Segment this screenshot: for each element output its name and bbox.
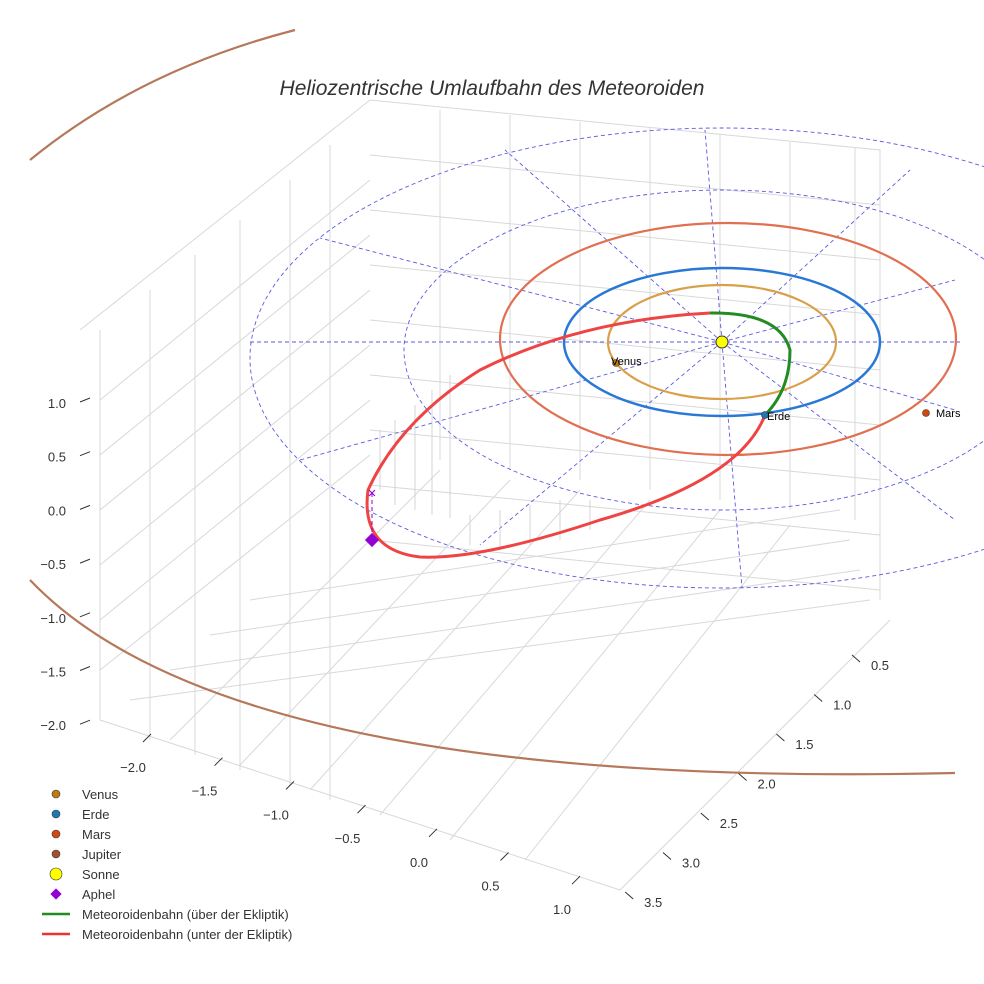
z-tick-mark [79,451,91,457]
z-tick-mark [79,666,91,671]
x-tick-mark [428,828,438,838]
legend-label: Meteoroidenbahn (unter der Ekliptik) [82,927,292,942]
jupiter-orbit-top [29,28,296,161]
z-tick-label: −2.0 [40,718,66,733]
venus-label: Venus [611,356,642,368]
x-tick-label: −1.0 [263,807,289,822]
y-tick-label: 3.5 [644,895,662,910]
legend-item: Venus [51,787,119,802]
y-tick-mark [813,694,823,702]
mars-marker [922,409,930,417]
jupiter-orbit-bottom [29,579,956,776]
drop-lines [379,375,591,550]
y-tick-mark [776,733,785,742]
meteoroid-orbit-above [709,311,792,417]
x-tick-label: 0.5 [481,879,499,894]
legend-marker-icon [51,809,61,819]
y-tick-mark [624,891,634,900]
meteoroid-orbit-below [365,311,767,559]
y-tick-mark [662,852,672,860]
legend-label: Meteoroidenbahn (über der Ekliptik) [82,907,289,922]
x-tick-label: −2.0 [120,760,146,775]
y-tick-mark [738,773,747,781]
x-tick-label: −1.5 [192,784,218,799]
legend-label: Aphel [82,887,115,902]
y-tick-label: 1.5 [795,737,813,752]
legend-marker-icon [51,829,61,839]
z-tick-mark [79,558,91,564]
z-tick-mark [79,612,91,618]
y-tick-label: 1.0 [833,698,851,713]
x-tick-label: 0.0 [410,855,428,870]
z-axis-ticks: 1.0 0.5 0.0 −0.5 −1.0 −1.5 −2.0 [40,396,91,733]
x-tick-mark [571,875,581,885]
z-tick-label: 1.0 [48,396,66,411]
x-tick-mark [142,733,152,743]
legend-marker-icon [51,789,61,799]
x-tick-label: −0.5 [335,831,361,846]
z-tick-mark [79,397,91,403]
y-tick-label: 0.5 [871,658,889,673]
earth-orbit [562,266,882,418]
x-tick-mark [500,852,509,861]
legend-label: Sonne [82,867,120,882]
venus-marker [612,359,620,367]
legend-label: Erde [82,807,109,822]
grid-walls [79,99,891,891]
x-tick-mark [285,781,295,790]
z-tick-label: 0.0 [48,503,66,518]
legend-label: Venus [82,787,119,802]
ecliptic-ring-outer [249,127,984,589]
legend-item: Mars [51,827,111,842]
x-tick-mark [214,757,223,767]
legend-diamond-icon [50,888,62,900]
chart-title: Heliozentrische Umlaufbahn des Meteoroid… [280,77,705,100]
y-tick-label: 2.0 [758,777,776,792]
z-tick-label: −1.0 [40,611,66,626]
z-tick-label: 0.5 [48,450,66,465]
ecliptic-grid [249,127,984,589]
mars-label: Mars [936,408,961,420]
z-tick-label: −0.5 [40,557,66,572]
x-tick-mark [357,804,366,814]
venus-orbit [606,283,838,401]
legend-item: Meteoroidenbahn (unter der Ekliptik) [42,927,292,942]
legend-item: Jupiter [51,847,122,862]
z-tick-mark [79,719,91,725]
legend-marker-icon [51,849,61,859]
mars-orbit [498,221,958,457]
aphel-marker [364,532,380,548]
earth-marker [761,411,769,419]
legend-item: Meteoroidenbahn (über der Ekliptik) [42,907,289,922]
legend-item: Sonne [49,867,120,882]
aphel-projection-marker: × [368,485,377,502]
z-tick-label: −1.5 [40,665,66,680]
legend-label: Jupiter [82,847,122,862]
legend-label: Mars [82,827,111,842]
legend: Venus Erde Mars Jupiter Sonne Aphel Meteoroide… [42,787,292,942]
sun-marker [715,335,729,349]
y-tick-mark [700,812,710,821]
y-axis-ticks: 0.5 1.0 1.5 2.0 2.5 3.0 3.5 [624,654,889,910]
legend-marker-icon [49,867,63,881]
legend-item: Aphel [50,887,115,902]
y-tick-label: 3.0 [682,856,700,871]
x-axis-ticks: −2.0 −1.5 −1.0 −0.5 0.0 0.5 1.0 [120,733,581,917]
z-tick-mark [79,504,91,510]
earth-label: Erde [767,411,790,423]
legend-item: Erde [51,807,109,822]
y-tick-label: 2.5 [720,816,738,831]
ecliptic-ring-middle [403,189,984,511]
x-tick-label: 1.0 [553,902,571,917]
y-tick-mark [851,654,861,663]
